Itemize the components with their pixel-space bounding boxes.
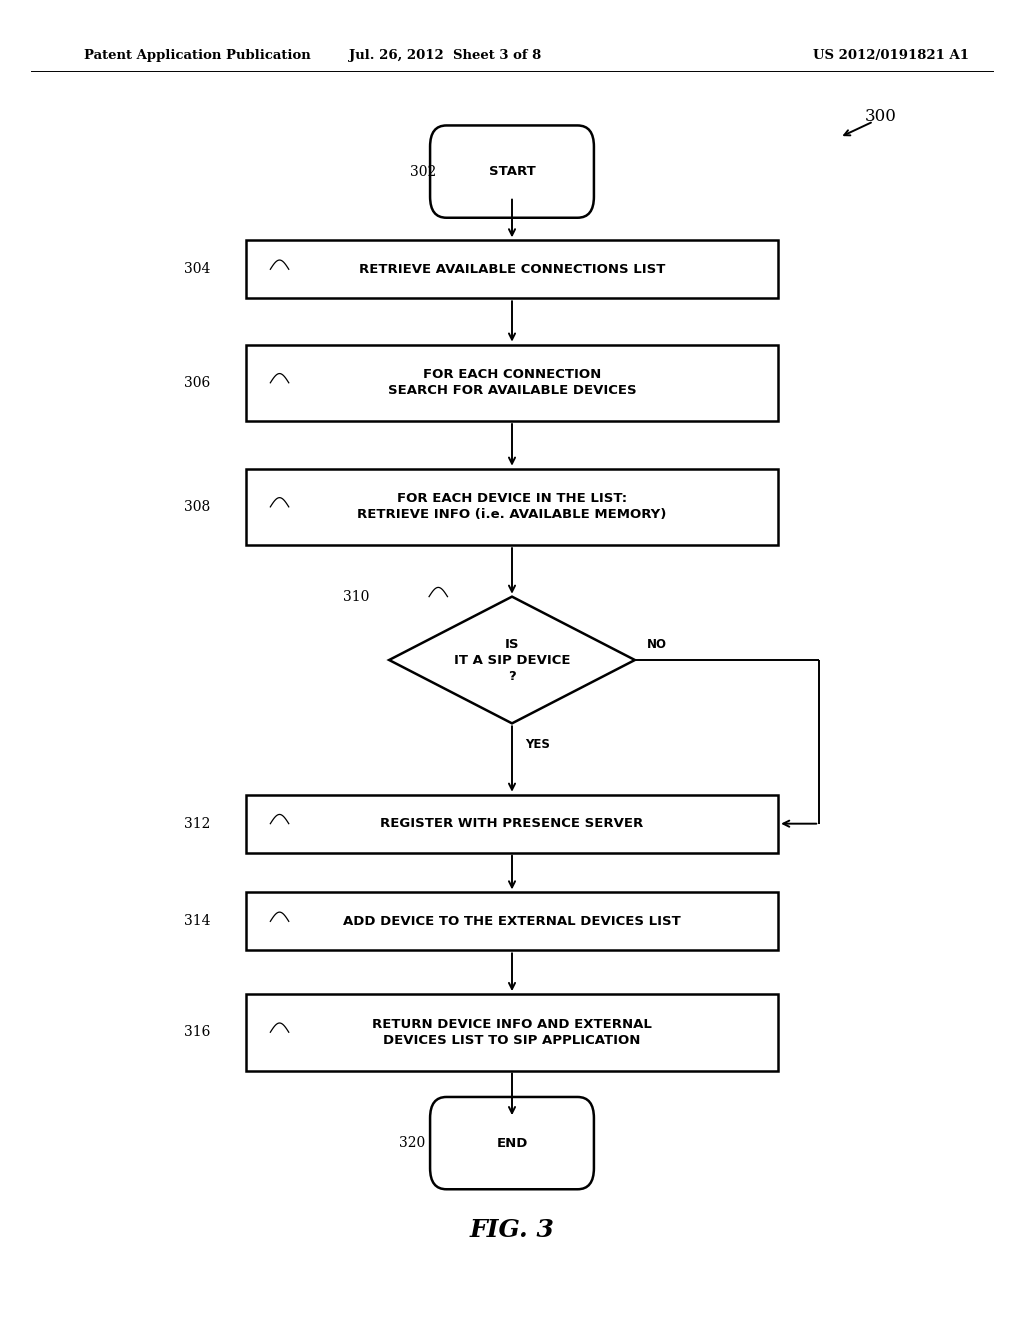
Text: 304: 304 bbox=[184, 263, 211, 276]
Text: RETURN DEVICE INFO AND EXTERNAL
DEVICES LIST TO SIP APPLICATION: RETURN DEVICE INFO AND EXTERNAL DEVICES … bbox=[372, 1018, 652, 1047]
FancyBboxPatch shape bbox=[246, 994, 778, 1071]
Polygon shape bbox=[389, 597, 635, 723]
Text: 314: 314 bbox=[184, 915, 211, 928]
Text: IS
IT A SIP DEVICE
?: IS IT A SIP DEVICE ? bbox=[454, 638, 570, 682]
Text: 310: 310 bbox=[343, 590, 370, 603]
Text: REGISTER WITH PRESENCE SERVER: REGISTER WITH PRESENCE SERVER bbox=[380, 817, 644, 830]
Text: 320: 320 bbox=[399, 1137, 426, 1150]
Text: 312: 312 bbox=[184, 817, 211, 830]
FancyBboxPatch shape bbox=[246, 240, 778, 298]
Text: 300: 300 bbox=[864, 108, 897, 124]
Text: 302: 302 bbox=[410, 165, 436, 178]
Text: END: END bbox=[497, 1137, 527, 1150]
Text: RETRIEVE AVAILABLE CONNECTIONS LIST: RETRIEVE AVAILABLE CONNECTIONS LIST bbox=[358, 263, 666, 276]
Text: Jul. 26, 2012  Sheet 3 of 8: Jul. 26, 2012 Sheet 3 of 8 bbox=[349, 49, 542, 62]
Text: FOR EACH DEVICE IN THE LIST:
RETRIEVE INFO (i.e. AVAILABLE MEMORY): FOR EACH DEVICE IN THE LIST: RETRIEVE IN… bbox=[357, 492, 667, 521]
Text: 306: 306 bbox=[184, 376, 211, 389]
Text: ADD DEVICE TO THE EXTERNAL DEVICES LIST: ADD DEVICE TO THE EXTERNAL DEVICES LIST bbox=[343, 915, 681, 928]
Text: 316: 316 bbox=[184, 1026, 211, 1039]
Text: FIG. 3: FIG. 3 bbox=[470, 1218, 554, 1242]
FancyBboxPatch shape bbox=[246, 345, 778, 421]
Text: YES: YES bbox=[525, 738, 550, 751]
FancyBboxPatch shape bbox=[246, 892, 778, 950]
Text: 308: 308 bbox=[184, 500, 211, 513]
Text: FOR EACH CONNECTION
SEARCH FOR AVAILABLE DEVICES: FOR EACH CONNECTION SEARCH FOR AVAILABLE… bbox=[388, 368, 636, 397]
FancyBboxPatch shape bbox=[430, 125, 594, 218]
FancyBboxPatch shape bbox=[246, 469, 778, 545]
FancyBboxPatch shape bbox=[430, 1097, 594, 1189]
Text: START: START bbox=[488, 165, 536, 178]
FancyBboxPatch shape bbox=[246, 795, 778, 853]
Text: Patent Application Publication: Patent Application Publication bbox=[84, 49, 310, 62]
Text: US 2012/0191821 A1: US 2012/0191821 A1 bbox=[813, 49, 969, 62]
Text: NO: NO bbox=[647, 638, 668, 651]
